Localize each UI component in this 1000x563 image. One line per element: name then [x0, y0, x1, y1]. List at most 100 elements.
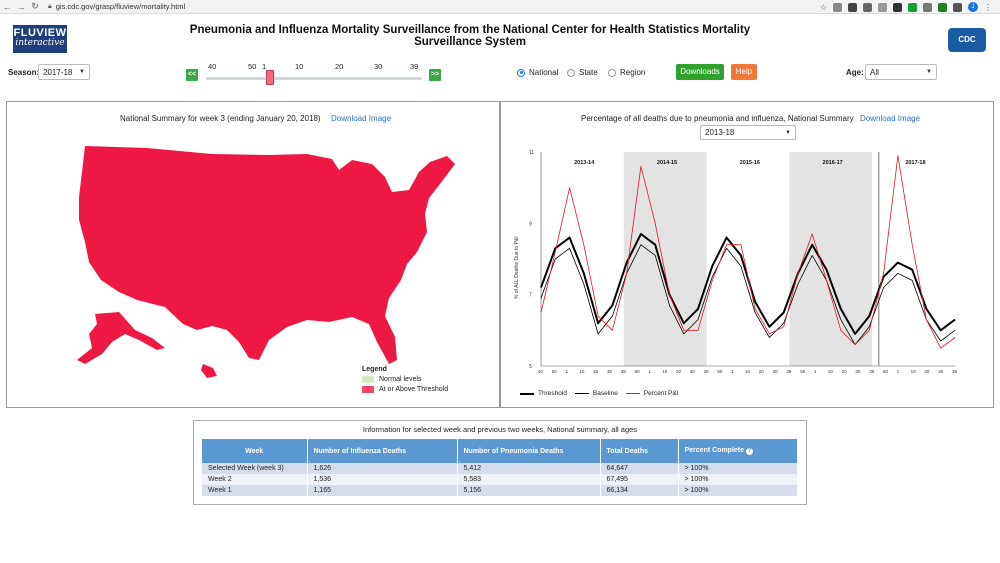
browser-toolbar: ← → ↻ 🔒︎ gis.cdc.gov/grasp/fluview/morta…: [0, 0, 1000, 14]
cdc-logo[interactable]: CDC: [948, 28, 986, 52]
help-circle-icon[interactable]: ?: [746, 448, 754, 455]
legend-title: Legend: [362, 366, 387, 373]
x-tick-label: 20: [924, 369, 930, 374]
season-select[interactable]: 2017-18 ▼: [38, 64, 90, 80]
season-label: Season:: [8, 68, 40, 77]
geo-radio-national[interactable]: National: [517, 68, 558, 77]
radio-icon[interactable]: [517, 68, 525, 77]
table-row: Week 2 1,536 5,583 67,495 > 100%: [202, 474, 798, 485]
extension-icon[interactable]: [833, 2, 842, 12]
extension-icon[interactable]: [863, 2, 872, 12]
hawaii-shape[interactable]: [201, 364, 217, 378]
previous-week-button[interactable]: <<: [186, 69, 198, 81]
extension-icon[interactable]: [923, 2, 932, 12]
week-tick: 1: [262, 62, 267, 71]
table-cell: > 100%: [678, 474, 798, 485]
y-tick-label: 11: [529, 150, 534, 156]
back-icon[interactable]: ←: [2, 1, 12, 12]
legend-label: At or Above Threshold: [379, 386, 449, 393]
table-cell: 5,583: [457, 474, 601, 485]
table-cell: 5,156: [457, 485, 601, 496]
x-tick-label: 39: [704, 369, 710, 374]
fluview-logo[interactable]: FLUVIEW interactive: [13, 25, 67, 53]
geo-radio-region[interactable]: Region: [608, 68, 645, 77]
x-tick-label: 40: [538, 369, 544, 374]
extension-icon[interactable]: [893, 2, 902, 12]
legend-label: Percent P&I: [643, 390, 679, 397]
age-select[interactable]: All ▼: [865, 64, 937, 80]
legend-line: [574, 393, 589, 394]
help-button[interactable]: Help: [731, 64, 757, 80]
column-header: Total Deaths: [600, 439, 679, 463]
table-header-row: Week Number of Influenza Deaths Number o…: [202, 439, 798, 463]
y-tick-label: 5: [529, 364, 532, 370]
chevron-down-icon: ▼: [785, 129, 791, 136]
table-cell: Week 1: [202, 485, 308, 496]
profile-avatar[interactable]: J: [968, 2, 978, 12]
age-label: Age:: [846, 68, 864, 77]
week-slider-track[interactable]: [206, 77, 422, 80]
alaska-shape[interactable]: [77, 312, 165, 364]
star-icon[interactable]: ☆: [819, 2, 827, 12]
season-label: 2017-18: [905, 160, 925, 166]
x-tick-label: 10: [911, 369, 917, 374]
x-tick-label: 30: [607, 369, 613, 374]
table-row: Week 1 1,165 5,156 66,134 > 100%: [202, 485, 798, 496]
legend-item: Normal levels: [362, 376, 448, 383]
season-label: 2016-17: [823, 160, 843, 166]
extension-icon[interactable]: [953, 2, 962, 12]
extension-icon[interactable]: [848, 2, 857, 12]
table-cell: 67,495: [600, 474, 679, 485]
week-slider-handle[interactable]: [266, 70, 274, 85]
extensions-area: ☆ J ⋮: [820, 2, 992, 12]
table-cell: 1,536: [307, 474, 458, 485]
us-contiguous-shape[interactable]: [79, 146, 455, 364]
forward-icon[interactable]: →: [16, 1, 26, 12]
chart-season-select[interactable]: 2013-18 ▼: [700, 125, 796, 140]
radio-icon[interactable]: [608, 68, 616, 77]
table-row: Selected Week (week 3) 1,626 5,412 64,64…: [202, 463, 798, 474]
table-cell: > 100%: [678, 485, 798, 496]
chart-legend: Threshold Baseline Percent P&I: [520, 390, 679, 397]
column-header: Week: [202, 439, 308, 463]
downloads-button[interactable]: Downloads: [676, 64, 724, 80]
chart-download-image-link[interactable]: Download Image: [860, 114, 921, 123]
week-tick: 50: [248, 62, 257, 71]
series-line-percent-p-i: [540, 155, 956, 349]
x-tick-label: 50: [883, 369, 889, 374]
legend-line: [625, 393, 640, 394]
chevron-down-icon: ▼: [79, 69, 85, 75]
extension-icon[interactable]: [878, 2, 887, 12]
x-tick-label: 30: [855, 369, 861, 374]
reload-icon[interactable]: ↻: [31, 1, 39, 11]
column-header: Number of Influenza Deaths: [307, 439, 458, 463]
table-cell: 1,165: [307, 485, 458, 496]
x-tick-label: 10: [828, 369, 834, 374]
geo-radio-state[interactable]: State: [567, 68, 598, 77]
series-line-baseline: [540, 244, 956, 346]
us-map[interactable]: [7, 102, 501, 409]
address-bar[interactable]: gis.cdc.gov/grasp/fluview/mortality.html: [55, 2, 186, 11]
x-tick-label: 10: [579, 369, 585, 374]
week-tick: 30: [374, 62, 383, 71]
map-legend: Legend Normal levels At or Above Thresho…: [362, 366, 448, 396]
legend-swatch: [362, 376, 374, 383]
column-header: Percent Complete?: [678, 439, 798, 463]
x-tick-label: 1: [731, 369, 734, 374]
kebab-menu-icon[interactable]: ⋮: [984, 2, 992, 12]
extension-icon[interactable]: [908, 2, 917, 12]
pi-mortality-chart[interactable]: 2013-14 2014-15 2015-16 2016-17 2017-1857911…: [501, 102, 995, 409]
table-cell: Week 2: [202, 474, 308, 485]
radio-icon[interactable]: [567, 68, 575, 77]
x-tick-label: 50: [552, 369, 558, 374]
y-tick-label: 9: [529, 221, 532, 227]
next-week-button[interactable]: >>: [429, 69, 441, 81]
map-download-image-link[interactable]: Download Image: [331, 114, 392, 123]
x-tick-label: 1: [897, 369, 900, 374]
extension-icon[interactable]: [938, 2, 947, 12]
season-label: 2014-15: [657, 160, 677, 166]
legend-label: Baseline: [592, 390, 618, 397]
season-shade: [789, 152, 873, 366]
season-select-value: 2017-18: [43, 67, 73, 77]
x-tick-label: 39: [869, 369, 875, 374]
